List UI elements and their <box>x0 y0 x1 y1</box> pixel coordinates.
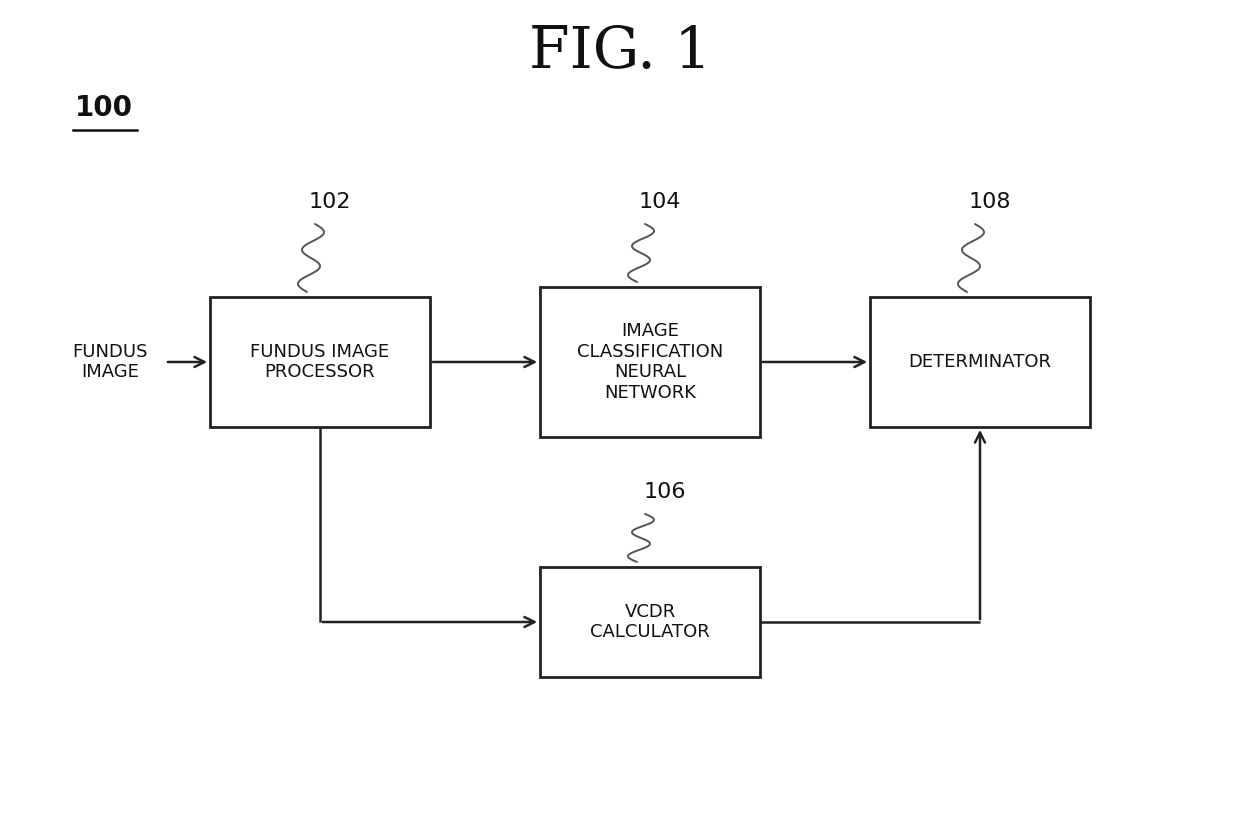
Text: VCDR
CALCULATOR: VCDR CALCULATOR <box>590 603 709 641</box>
Text: 100: 100 <box>74 94 133 122</box>
Text: 102: 102 <box>309 192 351 212</box>
Bar <box>539 567 760 677</box>
Bar <box>210 297 430 427</box>
Text: FUNDUS
IMAGE: FUNDUS IMAGE <box>72 343 148 381</box>
Bar <box>539 287 760 437</box>
Text: 108: 108 <box>968 192 1012 212</box>
Bar <box>870 297 1090 427</box>
Text: IMAGE
CLASSIFICATION
NEURAL
NETWORK: IMAGE CLASSIFICATION NEURAL NETWORK <box>577 321 723 402</box>
Text: DETERMINATOR: DETERMINATOR <box>909 353 1052 371</box>
Text: FUNDUS IMAGE
PROCESSOR: FUNDUS IMAGE PROCESSOR <box>250 343 389 381</box>
Text: FIG. 1: FIG. 1 <box>528 24 712 80</box>
Text: 104: 104 <box>639 192 681 212</box>
Text: 106: 106 <box>644 482 686 502</box>
